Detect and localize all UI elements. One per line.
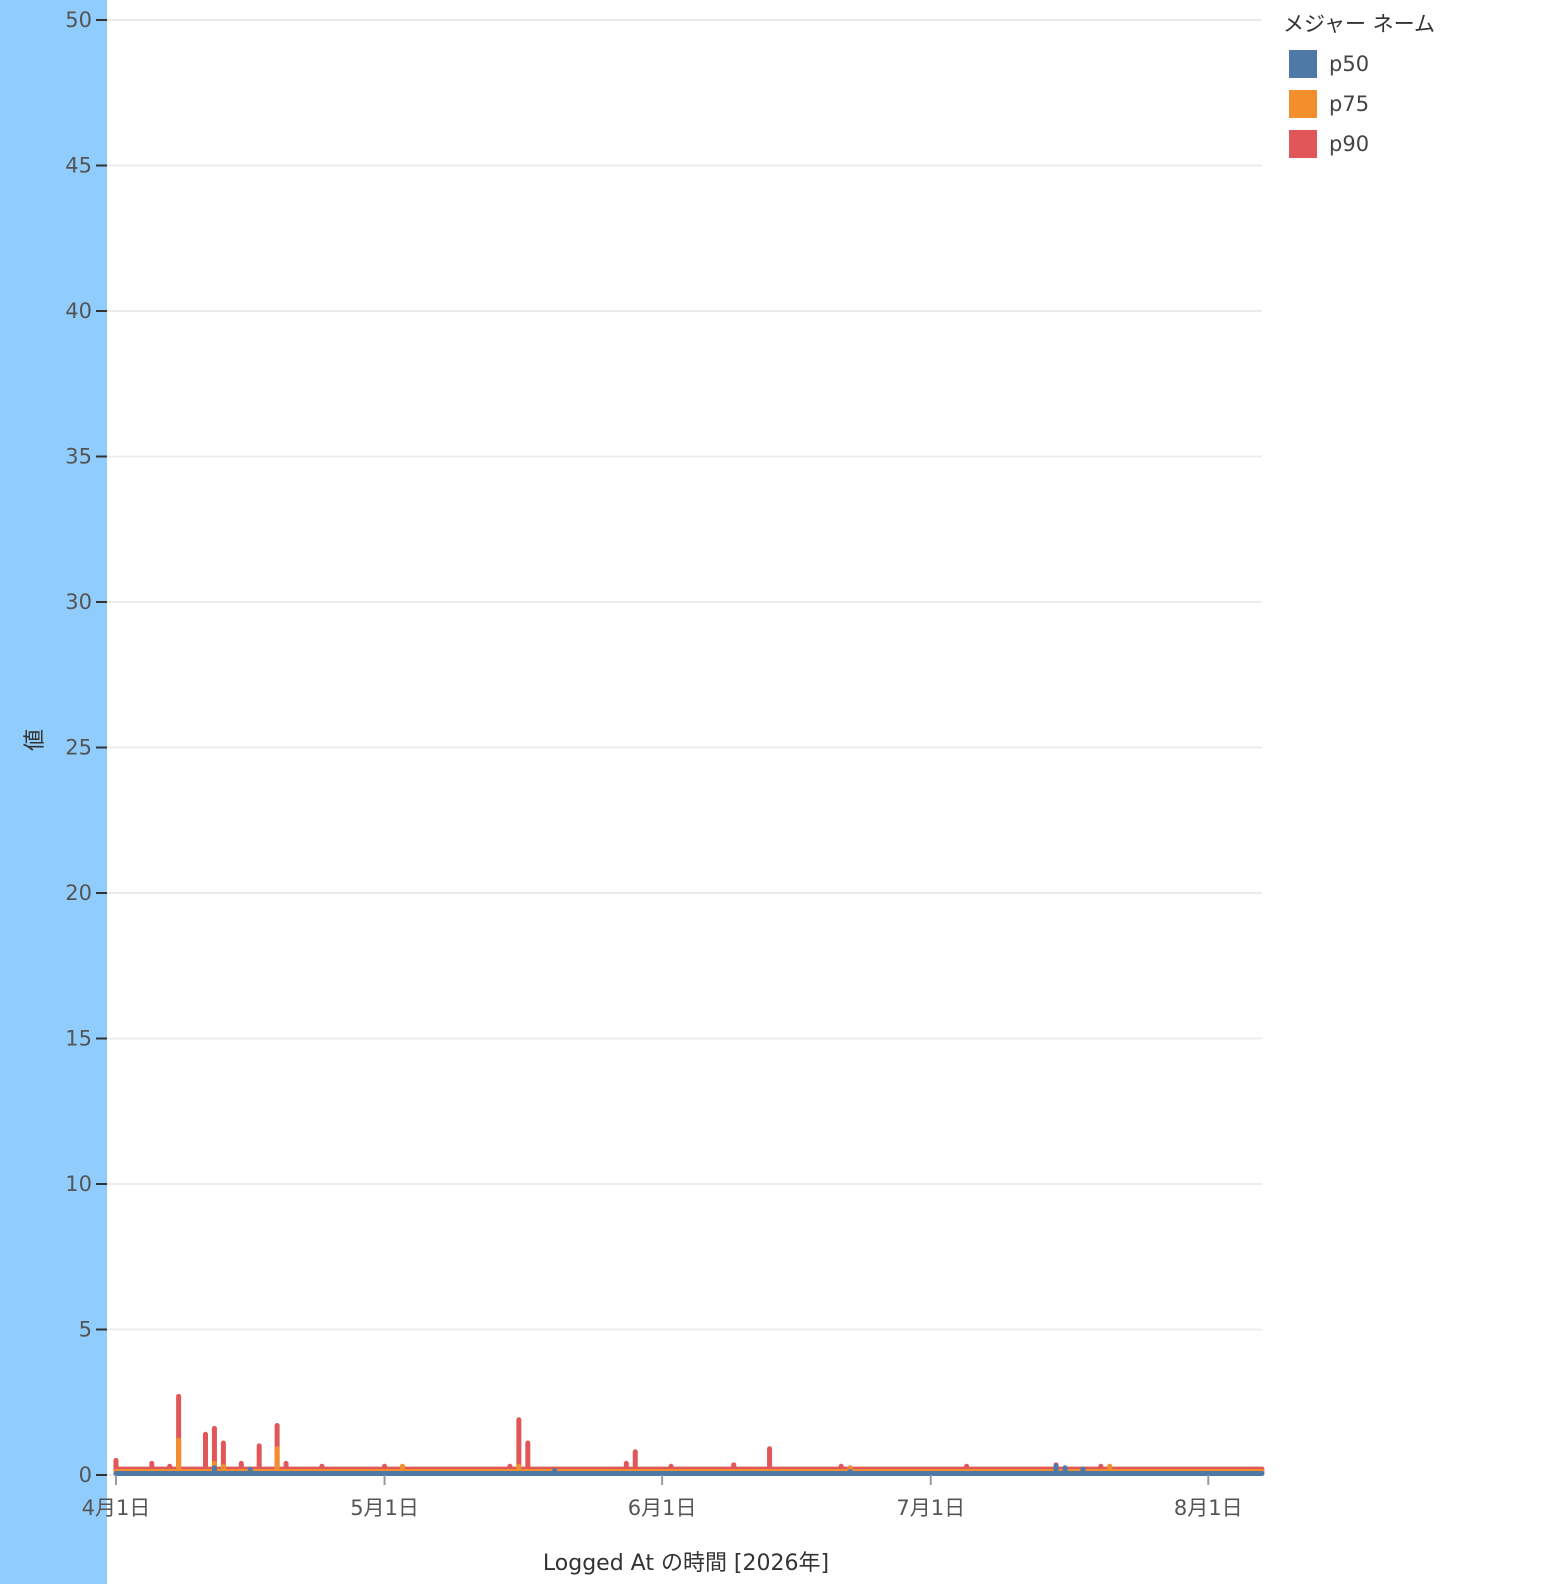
y-tick-label: 10: [65, 1172, 92, 1196]
y-axis-band: [0, 0, 107, 1584]
y-tick-label: 50: [65, 8, 92, 32]
y-tick-label: 5: [79, 1318, 92, 1342]
legend-label: p75: [1329, 92, 1370, 116]
x-axis-title: Logged At の時間 [2026年]: [543, 1551, 829, 1576]
series-layer: [113, 1393, 1265, 1477]
y-axis: 0 5 10 15 20 25 30 35 40 45 50: [65, 8, 107, 1487]
legend-item-p75[interactable]: p75: [1283, 84, 1543, 124]
legend-title: メジャー ネーム: [1283, 12, 1435, 36]
y-tick-label: 15: [65, 1027, 92, 1051]
legend-swatch: [1289, 90, 1317, 118]
x-tick-label: 7月1日: [896, 1496, 965, 1520]
legend-item-p90[interactable]: p90: [1283, 124, 1543, 164]
y-tick-label: 20: [65, 881, 92, 905]
x-tick-label: 6月1日: [628, 1496, 697, 1520]
x-axis: 4月1日 5月1日 6月1日 7月1日 8月1日: [82, 1475, 1243, 1520]
y-tick-label: 30: [65, 590, 92, 614]
legend-label: p50: [1329, 52, 1370, 76]
legend-label: p90: [1329, 132, 1370, 156]
x-tick-label: 8月1日: [1174, 1496, 1243, 1520]
series-p90: [113, 1393, 1265, 1472]
y-tick-label: 45: [65, 154, 92, 178]
legend-swatch: [1289, 50, 1317, 78]
legend: メジャー ネーム p50 p75 p90: [1283, 8, 1543, 164]
x-tick-label: 5月1日: [350, 1496, 419, 1520]
x-tick-label: 4月1日: [82, 1496, 151, 1520]
legend-item-p50[interactable]: p50: [1283, 44, 1543, 84]
y-axis-title: 値: [23, 729, 48, 751]
gridlines: [107, 19, 1262, 1476]
y-tick-label: 0: [79, 1463, 92, 1487]
legend-swatch: [1289, 130, 1317, 158]
series-p50: [113, 1463, 1265, 1477]
y-tick-label: 25: [65, 736, 92, 760]
y-tick-label: 35: [65, 445, 92, 469]
legend-items: p50 p75 p90: [1283, 44, 1543, 164]
y-tick-label: 40: [65, 299, 92, 323]
